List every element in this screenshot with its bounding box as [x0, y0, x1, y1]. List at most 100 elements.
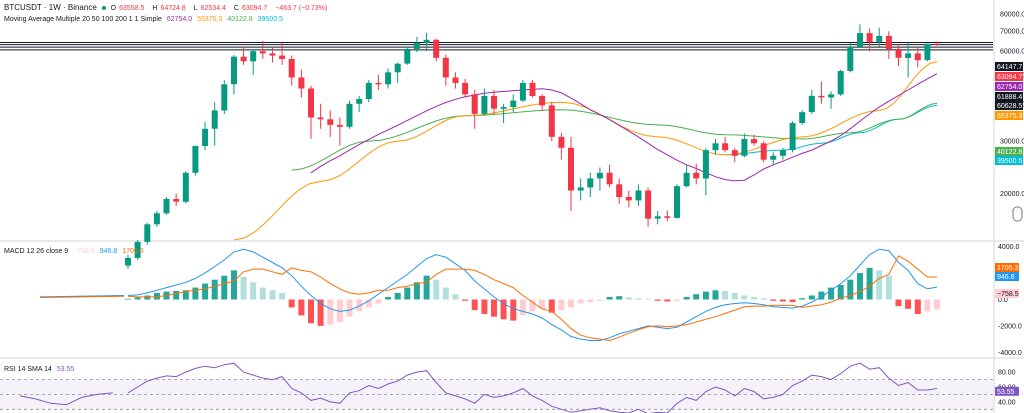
price-tick-label: 80000.0 [1000, 11, 1024, 18]
macd-tick-label: -2000.0 [998, 323, 1022, 330]
ma-legend[interactable]: Moving Average Multiple 20 50 100 200 1 … [4, 15, 286, 24]
macd-histogram-bar [876, 270, 883, 300]
candle-body [192, 146, 199, 173]
macd-histogram-bar [895, 299, 902, 307]
price-label-text: 62754.0 [997, 84, 1022, 91]
candle-body [327, 119, 334, 125]
candle-body [491, 95, 497, 109]
rsi-line [127, 362, 938, 413]
candle-body [645, 190, 652, 219]
ma20-line [310, 73, 938, 182]
macd-line-value: 946.8 [99, 248, 118, 255]
macd-histogram-bar [308, 299, 314, 324]
macd-histogram-bar [471, 299, 478, 311]
candle-body [866, 33, 873, 42]
candle-body [394, 63, 401, 73]
candle-body [519, 82, 526, 101]
macd-histogram-bar [298, 299, 305, 316]
macd-histogram-bar [519, 299, 526, 316]
macd-histogram-bar [808, 295, 815, 300]
ma100-value: 40122.8 [227, 16, 253, 23]
macd-histogram-bar [250, 282, 257, 300]
candle-body [240, 56, 247, 62]
macd-tick-label: 4000.0 [998, 244, 1020, 251]
macd-histogram-bar [866, 267, 873, 300]
macd-histogram-bar [500, 299, 507, 320]
macd-histogram-bar [452, 294, 459, 300]
macd-histogram-bar [789, 299, 796, 303]
price-label-box [995, 156, 1023, 165]
macd-histogram-bar [847, 279, 854, 300]
macd-histogram-bar [356, 299, 363, 312]
candle-body [616, 184, 623, 197]
macd-histogram-bar [182, 290, 189, 300]
low-value: 62534.4 [200, 5, 226, 12]
candle-body [876, 35, 883, 42]
macd-histogram-bar [336, 299, 343, 322]
macd-histogram-bar [558, 299, 565, 311]
candle-body [635, 190, 642, 201]
candle-body [481, 95, 488, 114]
price-pane [0, 24, 993, 269]
price-label-box [995, 62, 1023, 71]
macd-histogram-bar [394, 292, 401, 300]
candle-body [510, 100, 517, 108]
candle-body [134, 241, 141, 258]
candle-body [702, 150, 709, 179]
candle-body [279, 55, 286, 59]
candle-body [934, 43, 940, 45]
candle-body [462, 82, 469, 95]
macd-legend[interactable]: MACD 12 26 close 9 −758.5 946.8 1705.3 [4, 247, 147, 256]
axis-scroll-handle[interactable] [1012, 206, 1023, 222]
candle-body [548, 105, 555, 137]
candle-body [924, 43, 931, 61]
candle-body [847, 46, 854, 71]
high-label: H [152, 5, 158, 12]
open-value: 63558.5 [119, 5, 145, 12]
macd-title: MACD 12 26 close 9 [4, 248, 69, 255]
candle-body [577, 187, 584, 191]
open-label: O [110, 5, 117, 12]
price-label-box [995, 147, 1023, 156]
candle-body [308, 88, 314, 118]
candle-body [125, 257, 131, 266]
candle-body [423, 39, 430, 43]
price-tick-label: 30000.0 [1000, 139, 1024, 146]
candle-body [144, 224, 151, 242]
price-label-text: 64147.7 [997, 64, 1022, 71]
rsi-value-box [995, 386, 1019, 396]
macd-value-box [995, 289, 1019, 298]
symbol-legend: BTCUSDT · 1W · Binance O 63558.5 H 64724.8… [4, 3, 330, 13]
candle-body [596, 172, 603, 179]
rsi-tick-label: 40.00 [998, 399, 1016, 406]
ma20-value: 62754.0 [166, 16, 193, 23]
macd-pane [39, 248, 940, 342]
price-label-box [995, 72, 1023, 81]
candle-body [722, 143, 729, 151]
macd-value-box [995, 263, 1019, 272]
candle-body [625, 197, 632, 201]
symbol-title[interactable]: BTCUSDT · 1W · Binance [4, 3, 97, 12]
macd-histogram-bar [365, 299, 372, 308]
macd-histogram-bar [529, 299, 536, 312]
macd-histogram-bar [317, 299, 324, 326]
macd-histogram-bar [269, 290, 276, 300]
macd-histogram-bar [914, 299, 921, 314]
macd-histogram-bar [693, 294, 700, 300]
rsi-legend[interactable]: RSI 14 SMA 14 53.55 [4, 365, 77, 374]
candle-body [317, 117, 324, 120]
candle-body [500, 107, 507, 109]
macd-line [127, 248, 938, 341]
macd-histogram-bar [683, 296, 690, 300]
macd-histogram-bar [606, 296, 613, 300]
macd-histogram-bar [413, 282, 420, 300]
macd-histogram-bar [625, 297, 632, 300]
macd-histogram-bar [510, 299, 517, 321]
candle-body [269, 53, 276, 56]
price-axis: 20000.030000.040000.050000.060000.070000… [995, 11, 1024, 406]
candle-body [163, 199, 170, 214]
candle-body [231, 56, 237, 85]
status-dot-icon [101, 6, 106, 11]
rsi-line-lead [19, 392, 113, 406]
change-value: −463.7 (−0.73%) [275, 5, 328, 12]
